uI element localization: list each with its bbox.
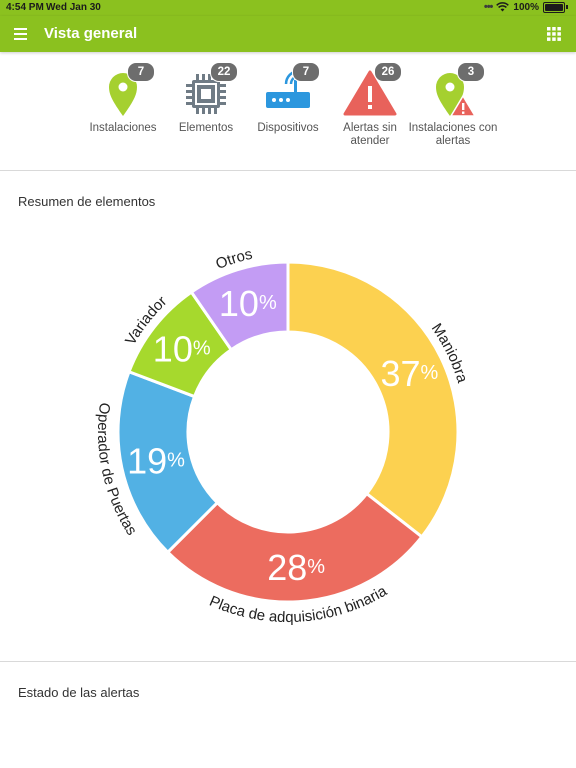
summary-label: Instalaciones [89, 122, 157, 134]
wifi-icon [496, 2, 510, 12]
slice-percent-label: 37% [380, 352, 438, 393]
summary-label: Alertas sin atender [343, 122, 397, 147]
summary-installations-with-alerts[interactable]: 3 Instalaciones con alertas [407, 62, 499, 148]
apps-grid-icon[interactable] [546, 26, 562, 42]
menu-icon[interactable] [12, 24, 32, 44]
page-title: Vista general [44, 25, 138, 42]
summary-unattended-alerts[interactable]: 26 Alertas sin atender [324, 62, 416, 148]
app-bar: Vista general [0, 16, 576, 52]
summary-label: Dispositivos [257, 122, 319, 134]
donut-slice[interactable] [189, 260, 290, 352]
sum-icon-wrap: 26 [340, 62, 402, 118]
status-time: 4:54 PM [6, 2, 44, 13]
pin-alert-icon [436, 73, 476, 117]
slice-percent-label: 19% [127, 440, 185, 481]
summary-count-badge: 26 [374, 62, 402, 82]
status-bar: 4:54 PM Wed Jan 30 ••• 100% [0, 0, 576, 16]
divider-top [0, 170, 576, 171]
status-right: ••• 100% [484, 1, 568, 13]
summary-count-badge: 3 [457, 62, 485, 82]
sum-icon-wrap: 7 [258, 62, 320, 118]
warning-triangle-icon [343, 70, 397, 116]
summary-count-badge: 7 [127, 62, 155, 82]
battery-percent: 100% [513, 1, 539, 13]
sum-icon-wrap: 3 [423, 62, 485, 118]
summary-row: 7 Instalaciones 22 Elementos [0, 52, 576, 170]
slice-percent-label: 10% [153, 328, 211, 369]
divider-bottom [0, 661, 576, 662]
summary-devices[interactable]: 7 Dispositivos [242, 62, 334, 135]
donut-slice[interactable] [165, 491, 424, 604]
elements-section-title: Resumen de elementos [18, 194, 156, 209]
map-pin-icon [109, 73, 137, 116]
summary-elements[interactable]: 22 Elementos [160, 62, 252, 135]
summary-label: Instalaciones con alertas [408, 122, 498, 147]
sum-icon-wrap: 7 [93, 62, 155, 118]
status-dots-icon: ••• [483, 1, 494, 13]
summary-installations[interactable]: 7 Instalaciones [77, 62, 169, 135]
summary-label: Elementos [178, 122, 234, 134]
summary-count-badge: 7 [292, 62, 320, 82]
battery-tip [566, 5, 568, 9]
battery-icon [543, 1, 565, 13]
alerts-section-title: Estado de las alertas [18, 685, 140, 700]
status-date: Wed Jan 30 [46, 2, 101, 13]
donut-slice[interactable] [286, 260, 460, 539]
slice-percent-label: 10% [219, 283, 277, 324]
sum-icon-wrap: 22 [176, 62, 238, 118]
chip-icon [186, 74, 226, 114]
slice-percent-label: 28% [267, 546, 325, 587]
summary-count-badge: 22 [210, 62, 238, 82]
